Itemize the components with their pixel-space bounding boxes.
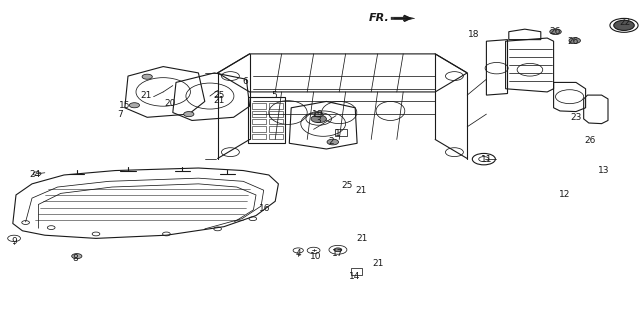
Circle shape [314, 113, 323, 117]
Bar [252, 111, 266, 117]
Bar [269, 119, 283, 124]
Text: 9: 9 [12, 237, 17, 246]
Circle shape [569, 38, 580, 43]
Text: 14: 14 [349, 272, 360, 281]
Text: 26: 26 [550, 27, 561, 36]
Text: 21: 21 [372, 259, 383, 268]
Circle shape [311, 115, 326, 123]
Text: 26: 26 [584, 136, 596, 145]
Text: 17: 17 [332, 249, 344, 258]
Bar [269, 126, 283, 132]
Text: 18: 18 [468, 30, 479, 39]
Circle shape [142, 74, 152, 79]
Bar [269, 134, 283, 139]
Circle shape [550, 29, 561, 35]
Polygon shape [391, 16, 415, 21]
Text: 15: 15 [119, 101, 131, 110]
Bar [269, 111, 283, 117]
Circle shape [129, 103, 140, 108]
Text: 26: 26 [568, 37, 579, 46]
Circle shape [614, 20, 634, 30]
Text: 3: 3 [316, 116, 321, 125]
Text: 16: 16 [259, 204, 270, 213]
Text: 21: 21 [355, 186, 367, 195]
Text: 22: 22 [620, 18, 631, 27]
Text: 23: 23 [570, 113, 582, 122]
Text: 1: 1 [335, 129, 340, 138]
Bar [252, 126, 266, 132]
Text: 13: 13 [598, 166, 610, 175]
Bar [335, 129, 347, 136]
Text: 6: 6 [243, 77, 248, 86]
Circle shape [334, 248, 342, 252]
Text: 24: 24 [29, 171, 41, 179]
Text: 25: 25 [342, 181, 353, 190]
Bar [269, 103, 283, 109]
Text: FR.: FR. [369, 13, 389, 23]
Circle shape [72, 254, 82, 259]
Bar [351, 268, 362, 275]
Text: 19: 19 [312, 110, 324, 119]
Text: 5: 5 [271, 91, 276, 100]
Text: 7: 7 [117, 110, 122, 119]
Text: 21: 21 [356, 234, 367, 243]
Text: 20: 20 [164, 100, 175, 108]
Bar [252, 134, 266, 139]
Text: 2: 2 [329, 137, 334, 146]
Text: 12: 12 [559, 190, 570, 198]
Bar [248, 97, 285, 143]
Circle shape [184, 112, 194, 117]
Text: 21: 21 [213, 96, 225, 105]
Bar [252, 119, 266, 124]
Text: 8: 8 [73, 254, 78, 263]
Text: 11: 11 [481, 155, 492, 164]
Text: 21: 21 [140, 91, 152, 100]
Circle shape [327, 139, 339, 145]
Text: 4: 4 [296, 249, 301, 258]
Text: 25: 25 [213, 91, 225, 100]
Bar [252, 103, 266, 109]
Text: 10: 10 [310, 252, 321, 261]
